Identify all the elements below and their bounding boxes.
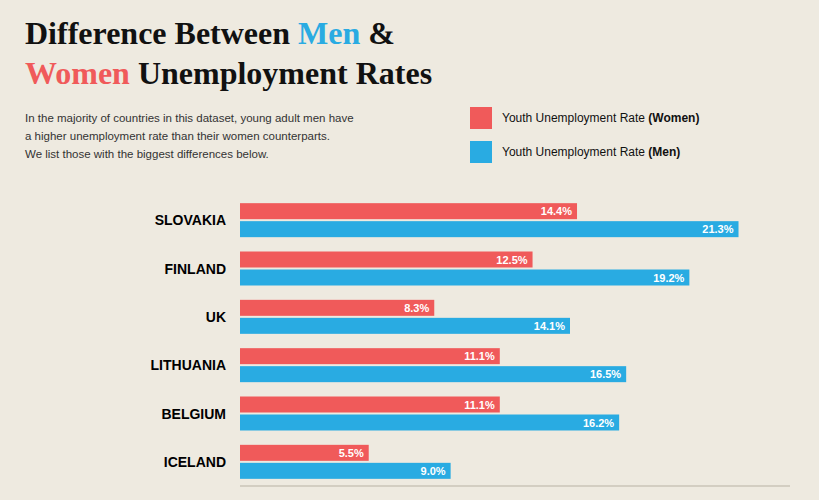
bar xyxy=(240,221,739,237)
title-part: Between xyxy=(175,15,291,51)
bar xyxy=(240,445,369,461)
subtitle-line: a higher unemployment rate than their wo… xyxy=(25,130,330,142)
title-part xyxy=(290,15,298,51)
title: Difference Between Men & Women Unemployme… xyxy=(25,15,432,91)
data-label: 16.2% xyxy=(583,417,614,429)
legend-label: Youth Unemployment Rate (Women) xyxy=(502,111,699,125)
title-part: Women xyxy=(25,55,130,91)
data-label: 11.1% xyxy=(464,399,495,411)
title-part: Difference xyxy=(25,15,167,51)
data-label: 12.5% xyxy=(496,254,527,266)
data-label: 9.0% xyxy=(421,465,446,477)
x-axis-line xyxy=(240,486,790,487)
title-part xyxy=(348,55,356,91)
data-label: 14.4% xyxy=(541,205,572,217)
legend-swatch xyxy=(470,107,492,129)
bar xyxy=(240,463,451,479)
title-part: & xyxy=(368,15,395,51)
title-part: Men xyxy=(298,15,360,51)
title-part xyxy=(130,55,138,91)
data-label: 11.1% xyxy=(464,350,495,362)
data-label: 14.1% xyxy=(534,320,565,332)
title-part: Unemployment xyxy=(138,55,348,91)
legend-label-text: Youth Unemployment Rate xyxy=(502,111,648,125)
data-label: 8.3% xyxy=(404,302,429,314)
category-label: FINLAND xyxy=(165,261,226,277)
category-label: SLOVAKIA xyxy=(155,212,226,228)
bar xyxy=(240,318,570,334)
bar xyxy=(240,203,577,219)
subtitle: In the majority of countries in this dat… xyxy=(25,112,354,160)
bar xyxy=(240,397,500,413)
legend-label-text: Youth Unemployment Rate xyxy=(502,145,648,159)
bar xyxy=(240,366,626,382)
title-part: Rates xyxy=(356,55,432,91)
bar xyxy=(240,348,500,364)
data-label: 5.5% xyxy=(339,447,364,459)
subtitle-line: In the majority of countries in this dat… xyxy=(25,112,354,124)
legend-label-bold: (Women) xyxy=(648,111,699,125)
bars xyxy=(240,203,739,479)
category-label: BELGIUM xyxy=(161,406,226,422)
bar xyxy=(240,300,434,316)
category-label: LITHUANIA xyxy=(151,357,226,373)
data-label: 21.3% xyxy=(702,223,733,235)
bar xyxy=(240,270,689,286)
chart: Difference Between Men & Women Unemployme… xyxy=(0,0,819,500)
bar xyxy=(240,252,533,268)
bar xyxy=(240,415,619,431)
background xyxy=(0,0,819,500)
data-label: 19.2% xyxy=(653,272,684,284)
title-part xyxy=(167,15,175,51)
legend-label: Youth Unemployment Rate (Men) xyxy=(502,145,680,159)
category-label: ICELAND xyxy=(164,454,226,470)
title-part xyxy=(360,15,368,51)
data-label: 16.5% xyxy=(590,368,621,380)
legend-swatch xyxy=(470,141,492,163)
category-label: UK xyxy=(206,309,226,325)
legend: Youth Unemployment Rate (Women)Youth Une… xyxy=(470,107,699,163)
legend-label-bold: (Men) xyxy=(648,145,680,159)
subtitle-line: We list those with the biggest differenc… xyxy=(25,148,269,160)
labels: 14.4% 21.3% SLOVAKIA 12.5% 19.2% FINLAND 8.3% 1… xyxy=(151,205,734,477)
